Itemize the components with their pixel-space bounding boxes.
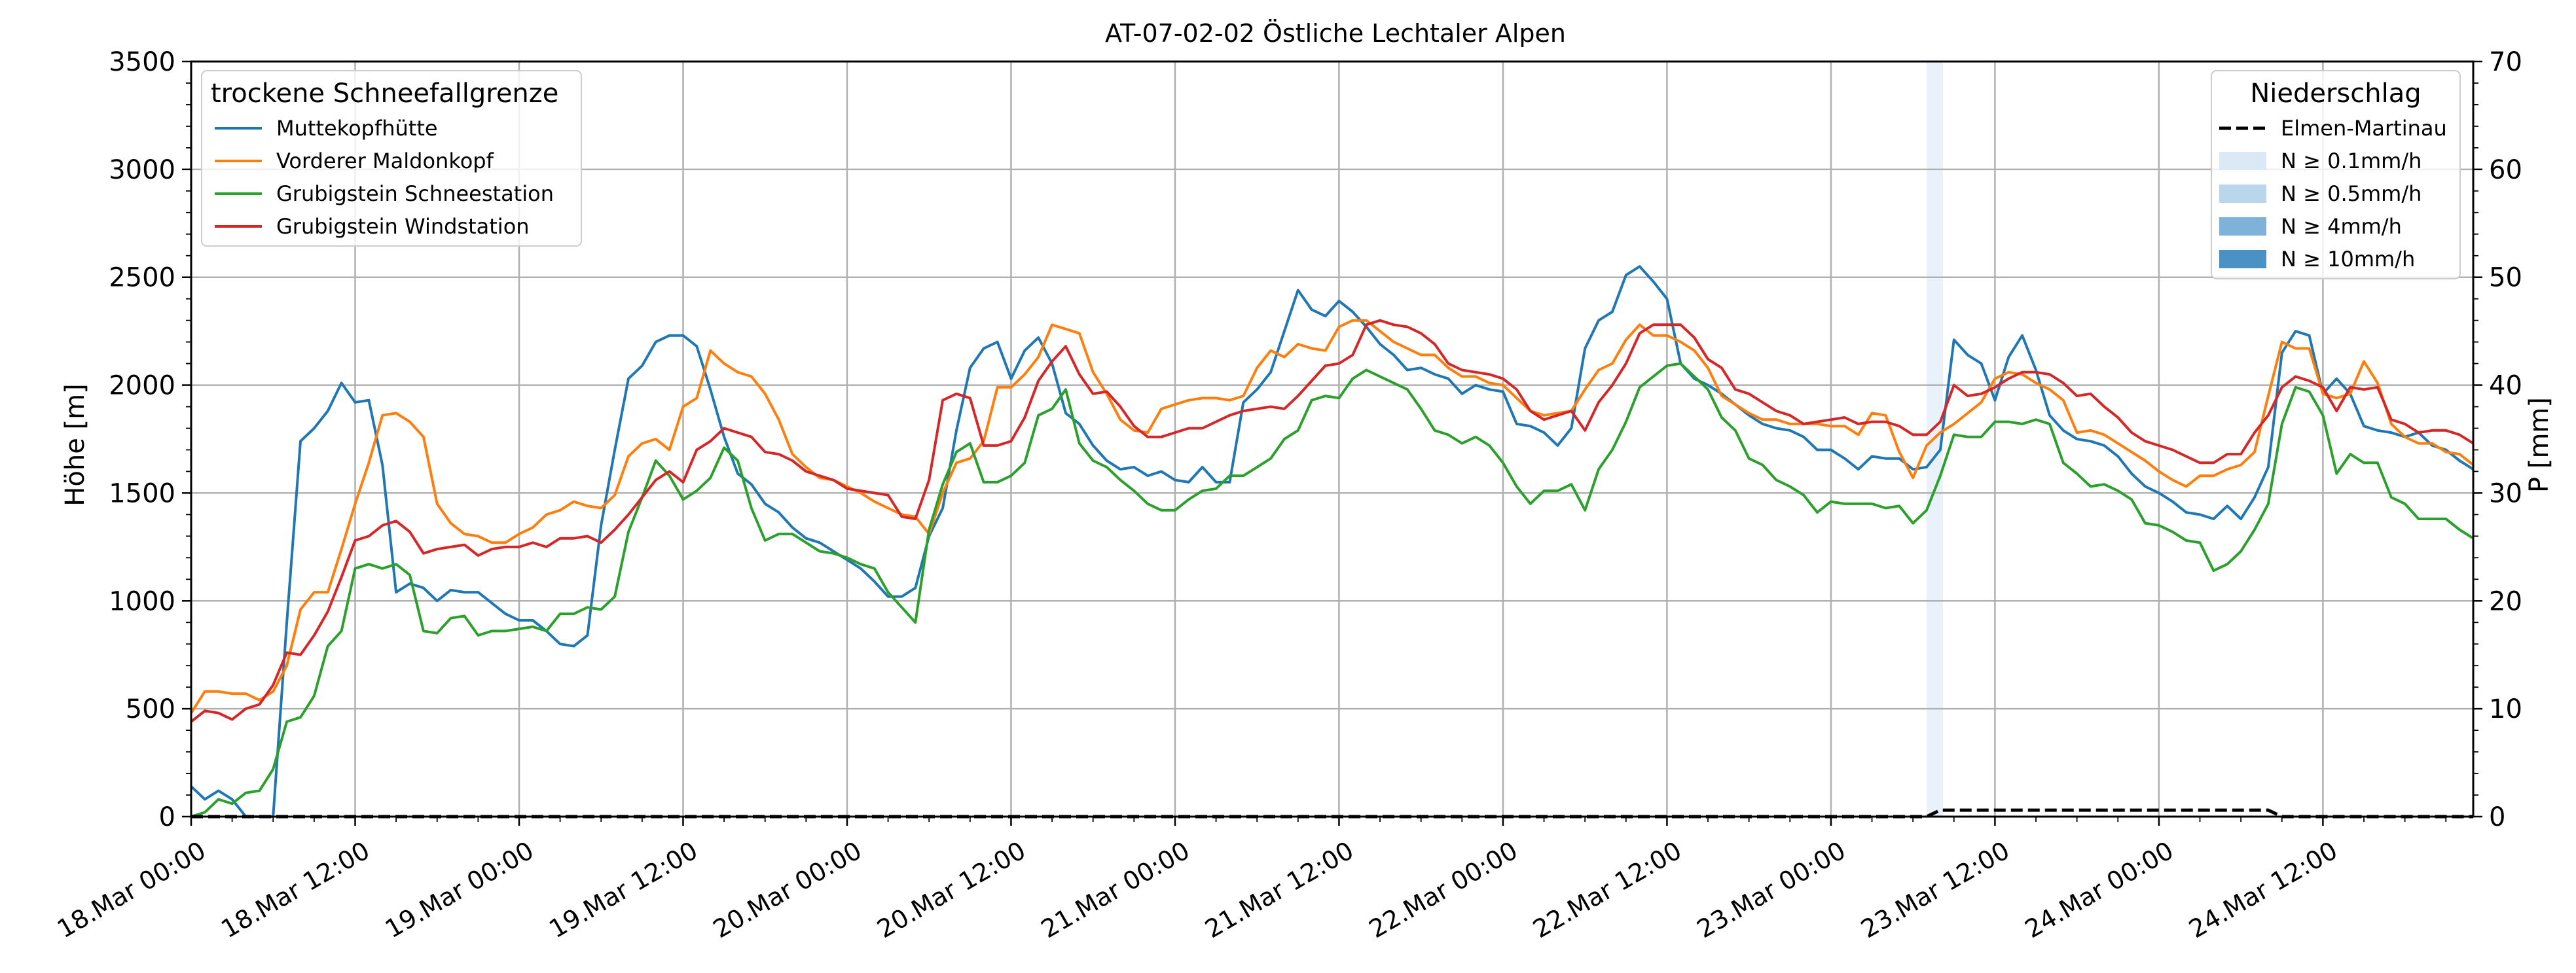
legend-left-label-2: Grubigstein Schneestation [276,181,554,206]
series-line-3 [190,319,2475,723]
y-axis-label: Höhe [m] [60,383,90,506]
x-tick-label-10: 23.Mar 00:00 [1692,836,1851,944]
y-tick-label-5: 2500 [109,263,175,293]
y2-axis-label: P [mm] [2524,397,2554,493]
y-tick-label-3: 1500 [109,478,175,508]
legend-right-swatch-2 [2219,185,2266,203]
x-tick-label-5: 20.Mar 12:00 [872,836,1030,944]
y2-tick-label-3: 30 [2489,478,2522,508]
legend-left-label-3: Grubigstein Windstation [276,214,530,239]
x-tick-label-1: 18.Mar 12:00 [216,836,374,944]
y2-tick-label-5: 50 [2489,263,2522,293]
y-tick-label-4: 2000 [109,371,175,401]
legend-right-label-2: N ≥ 0.5mm/h [2281,181,2422,206]
x-tick-label-4: 20.Mar 00:00 [708,836,867,944]
x-tick-label-2: 19.Mar 00:00 [380,836,539,944]
x-tick-label-9: 22.Mar 12:00 [1528,836,1686,944]
x-tick-label-12: 24.Mar 00:00 [2020,836,2179,944]
precipitation-line-elmen-martinau [191,808,2473,819]
series-layer [190,265,2475,819]
x-tick-label-3: 19.Mar 12:00 [544,836,702,944]
legend-right-swatch-3 [2219,217,2266,236]
legend-right-swatch-1 [2219,152,2266,170]
legend-left-title: trockene Schneefallgrenze [211,79,558,109]
legend-right-label-0: Elmen-Martinau [2281,116,2447,141]
x-tick-label-13: 24.Mar 12:00 [2184,836,2342,944]
y2-tick-label-2: 20 [2489,586,2522,616]
legend-right-label-4: N ≥ 10mm/h [2281,247,2415,272]
y-tick-label-2: 1000 [109,586,175,616]
legend-right-label-3: N ≥ 4mm/h [2281,214,2402,239]
legend-left-label-1: Vorderer Maldonkopf [276,149,494,173]
legend-right-title: Niederschlag [2250,79,2421,109]
legend-right: Niederschlag Elmen-Martinau N ≥ 0.1mm/h N … [2211,70,2461,279]
x-tick-label-8: 22.Mar 00:00 [1364,836,1523,944]
chart-title: AT-07-02-02 Östliche Lechtaler Alpen [1105,19,1566,48]
series-line-0 [190,265,2475,818]
y2-tick-label-0: 0 [2489,802,2505,832]
series-line-2 [190,362,2475,818]
x-tick-label-0: 18.Mar 00:00 [52,836,211,944]
y-tick-label-0: 0 [159,802,175,832]
legend-left-frame [201,70,582,247]
y2-tick-label-7: 70 [2489,47,2522,77]
legend-right-swatch-4 [2219,250,2266,268]
y-tick-label-7: 3500 [109,47,175,77]
y2-tick-label-4: 40 [2489,371,2522,401]
y2-tick-label-1: 10 [2489,694,2522,724]
legend-right-label-1: N ≥ 0.1mm/h [2281,149,2422,173]
series-line-1 [190,319,2475,714]
y2-tick-label-6: 60 [2489,155,2522,185]
x-tick-label-11: 23.Mar 12:00 [1856,836,2014,944]
y-tick-label-6: 3000 [109,155,175,185]
legend-left: trockene Schneefallgrenze Muttekopfhütte… [201,70,582,247]
legend-left-label-0: Muttekopfhütte [276,116,438,141]
x-tick-label-6: 21.Mar 00:00 [1036,836,1195,944]
y-tick-label-1: 500 [126,694,175,724]
legend-right-frame [2211,70,2461,279]
plot-frame [190,60,2475,818]
x-tick-label-7: 21.Mar 12:00 [1200,836,1358,944]
